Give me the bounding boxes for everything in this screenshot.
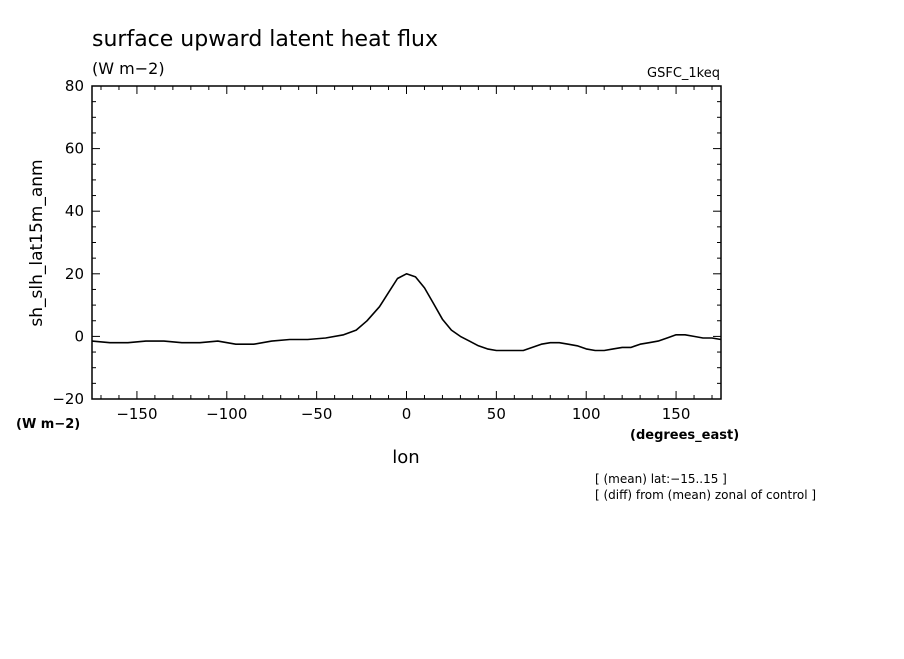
x-axis-ticks: −150 −100 −50 0 50 100 150 — [100, 86, 713, 423]
series-group — [91, 272, 722, 352]
x-tick-label: −50 — [301, 405, 333, 423]
chart-units: (W m−2) — [92, 59, 165, 78]
x-tick-label: 0 — [402, 405, 412, 423]
x-axis-units: (degrees_east) — [630, 428, 739, 443]
y-tick-label: 60 — [65, 140, 84, 158]
experiment-label: GSFC_1keq — [647, 66, 720, 81]
x-tick-label: −100 — [206, 405, 247, 423]
x-tick-label: 150 — [662, 405, 691, 423]
x-tick-label: 100 — [572, 405, 601, 423]
y-tick-label: −20 — [52, 390, 84, 408]
x-tick-label: −150 — [116, 405, 157, 423]
series-line — [91, 272, 722, 352]
y-axis-label: sh_slh_lat15m_anm — [27, 159, 47, 326]
note-lat-range: [ (mean) lat:−15..15 ] — [595, 472, 727, 486]
note-diff: [ (diff) from (mean) zonal of control ] — [595, 488, 816, 502]
y-tick-label: 0 — [74, 327, 84, 345]
y-tick-label: 20 — [65, 265, 84, 283]
y-axis-units: (W m−2) — [16, 417, 80, 432]
x-axis-label: lon — [392, 447, 419, 468]
chart-title: surface upward latent heat flux — [92, 27, 438, 52]
y-tick-label: 40 — [65, 202, 84, 220]
y-axis-ticks: −20 0 20 40 60 80 — [52, 77, 721, 408]
x-tick-label: 50 — [487, 405, 506, 423]
plot-frame — [91, 85, 722, 400]
y-tick-label: 80 — [65, 77, 84, 95]
